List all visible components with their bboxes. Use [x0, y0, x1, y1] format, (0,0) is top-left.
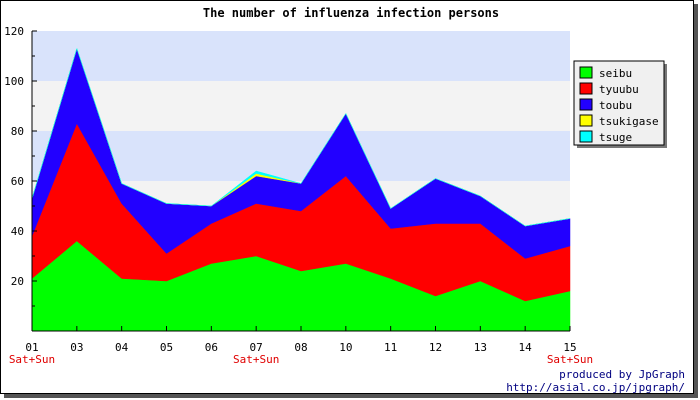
credit-produced-by: produced by JpGraph [559, 368, 685, 381]
x-tick-label: 13 [474, 341, 487, 354]
x-tick-label: 15 [563, 341, 576, 354]
x-tick-label: 07 [250, 341, 263, 354]
legend-label-tsukigase: tsukigase [599, 115, 659, 128]
grid-band [32, 31, 570, 81]
credit-url: http://asial.co.jp/jpgraph/ [506, 381, 685, 394]
x-tick-label: 06 [205, 341, 218, 354]
grid-band [32, 81, 570, 131]
y-tick-label: 20 [11, 275, 24, 288]
area-tsuge [31, 47, 571, 227]
legend-label-tsuge: tsuge [599, 131, 632, 144]
legend: seibu tyuubu toubu tsukigase tsuge [573, 60, 667, 148]
legend-swatch-tyuubu [579, 82, 593, 95]
x-tick-label: 03 [70, 341, 83, 354]
legend-swatch-seibu [579, 66, 593, 79]
y-tick-label: 80 [11, 125, 24, 138]
legend-swatch-tsuge [579, 130, 593, 143]
weekend-label: Sat+Sun [233, 353, 279, 366]
y-tick-label: 40 [11, 225, 24, 238]
chart-frame: 20 40 60 80 100 120 01 Sat+Sun 03 04 05 06 07 Sat+Sun… [0, 0, 694, 394]
x-tick-label: 08 [294, 341, 307, 354]
x-tick-label: 05 [160, 341, 173, 354]
weekend-label: Sat+Sun [547, 353, 593, 366]
legend-label-tyuubu: tyuubu [599, 83, 639, 96]
weekend-label: Sat+Sun [9, 353, 55, 366]
x-tick-label: 14 [519, 341, 533, 354]
y-tick-label: 100 [4, 75, 24, 88]
y-tick-label: 60 [11, 175, 24, 188]
x-tick-label: 01 [25, 341, 38, 354]
x-tick-label: 12 [429, 341, 442, 354]
grid-band [32, 131, 570, 181]
y-tick-label: 120 [4, 25, 24, 38]
x-tick-label: 11 [384, 341, 397, 354]
legend-swatch-tsukigase [579, 114, 593, 127]
legend-label-toubu: toubu [599, 99, 632, 112]
legend-label-seibu: seibu [599, 67, 632, 80]
x-tick-label: 10 [339, 341, 352, 354]
legend-swatch-toubu [579, 98, 593, 111]
x-tick-label: 04 [115, 341, 129, 354]
chart-title: The number of influenza infection person… [203, 6, 499, 20]
stacked-areas [31, 47, 571, 332]
